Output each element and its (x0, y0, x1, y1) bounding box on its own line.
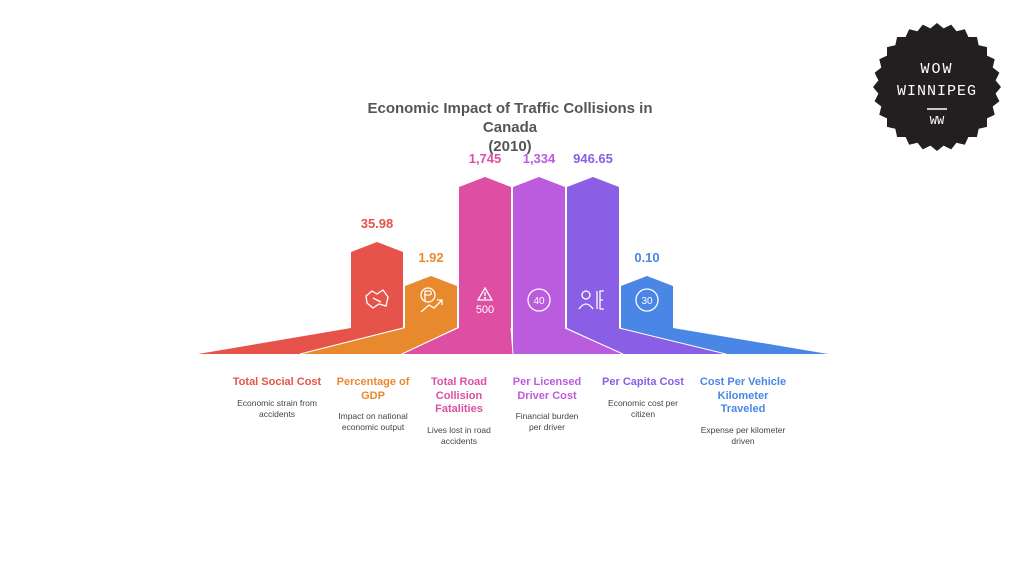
category-block: Per Licensed Driver Cost Financial burden… (511, 376, 583, 433)
category-label: Per Licensed Driver Cost (512, 376, 582, 402)
fan-divider (564, 327, 624, 355)
logo-line-1: WOW (920, 61, 953, 78)
data-label: 0.10 (634, 250, 659, 265)
category-label: Per Capita Cost (602, 376, 684, 388)
bar (621, 276, 673, 328)
category-description: Expense per kilometer driven (700, 424, 786, 446)
fan-segment (513, 328, 623, 354)
logo-line-2: WINNIPEG (897, 83, 977, 100)
fan-divider (618, 327, 727, 355)
category-description: Financial burden per driver (515, 411, 579, 432)
fan-divider (401, 327, 458, 355)
category-label: Total Road Collision Fatalities (430, 376, 487, 415)
category-block: Cost Per Vehicle Kilometer Traveled Expen… (698, 376, 788, 447)
category-block: Total Social Cost Economic strain from ac… (229, 376, 325, 420)
fan-segment (567, 328, 726, 354)
category-label: Cost Per Vehicle Kilometer Traveled (699, 376, 787, 415)
chart-title-line-1: Economic Impact of Traffic Collisions in… (367, 100, 653, 136)
icon-text: 30 (641, 296, 653, 307)
category-block: Percentage of GDP Impact on national econ… (333, 376, 413, 433)
currency-growth-icon (420, 287, 443, 313)
chart-title: Economic Impact of Traffic Collisions in… (340, 99, 680, 156)
fan-divider (299, 327, 404, 355)
bar (459, 177, 511, 328)
warning-icon (476, 286, 494, 301)
fan-segment (198, 328, 403, 354)
logo-mark: WW (930, 114, 945, 128)
speed-limit-icon (635, 288, 659, 312)
category-description: Impact on national economic output (338, 411, 408, 432)
data-label: 1.92 (418, 250, 443, 265)
data-label: 946.65 (573, 151, 613, 166)
data-label: 35.98 (361, 216, 394, 231)
category-description: Economic cost per citizen (608, 397, 678, 419)
speed-limit-icon (527, 288, 551, 312)
data-label: 1,334 (523, 151, 556, 166)
category-block: Total Road Collision Fatalities Lives los… (427, 376, 491, 447)
fan-segment (300, 328, 457, 354)
logo-seal-shape (873, 23, 1001, 151)
icon-text: 500 (476, 304, 494, 316)
canada-map-icon (365, 289, 389, 309)
fan-segment (621, 328, 828, 354)
chart-title-line-2: (2010) (488, 138, 532, 155)
category-label: Percentage of GDP (336, 376, 410, 402)
citizen-icon (578, 290, 604, 310)
wow-winnipeg-logo: WOW WINNIPEG WW (872, 22, 1002, 152)
fan-segment (402, 328, 513, 354)
data-label: 1,745 (469, 151, 502, 166)
bar (567, 177, 619, 328)
category-description: Economic strain from accidents (237, 397, 317, 419)
bar (513, 177, 565, 328)
icon-text: 40 (533, 296, 545, 307)
category-description: Lives lost in road accidents (427, 424, 491, 446)
category-label: Total Social Cost (232, 376, 322, 388)
bar (351, 242, 403, 328)
category-block: Per Capita Cost Economic cost per citizen (598, 376, 688, 420)
fan-divider (510, 327, 514, 355)
